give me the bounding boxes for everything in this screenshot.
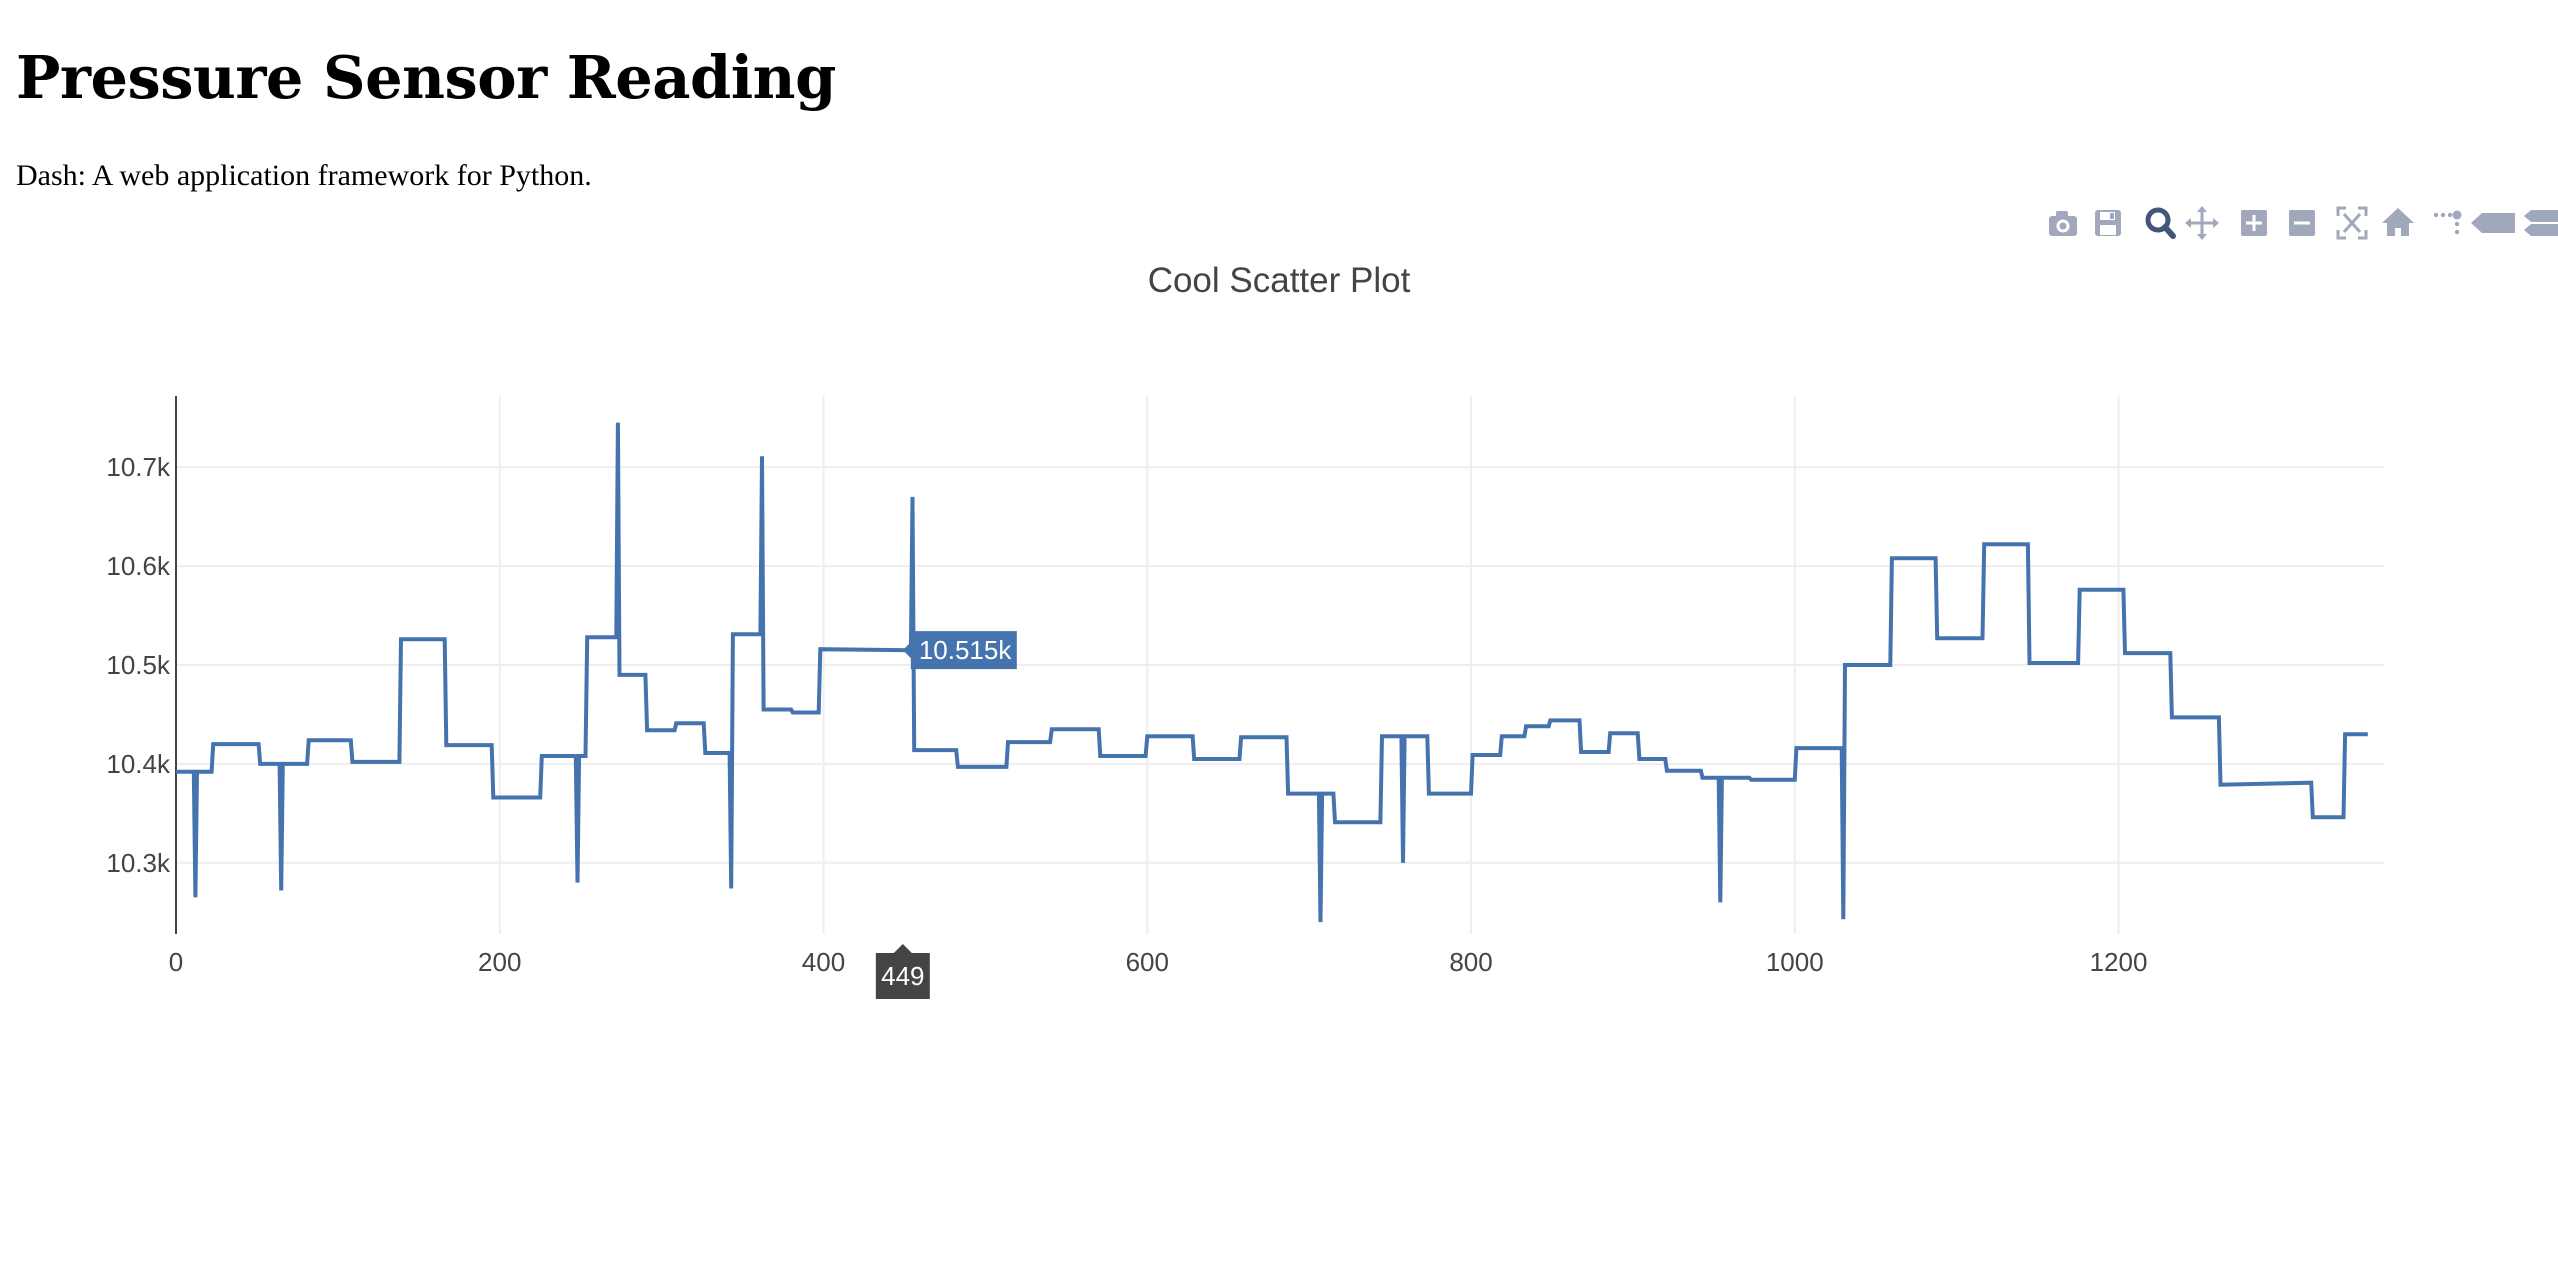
y-axis-ticks: 10.3k 10.4k 10.5k 10.6k 10.7k [106, 452, 171, 878]
y-tick-label: 10.3k [106, 848, 171, 878]
plot-area[interactable]: Cool Scatter Plot 10.3k 10.4k 10.5k 10.6k 10… [0, 248, 2558, 1008]
camera-icon[interactable] [2042, 200, 2082, 246]
x-tick-label: 200 [478, 947, 521, 977]
x-tick-label: 600 [1126, 947, 1169, 977]
hover-x-text: 449 [881, 961, 924, 991]
y-tick-label: 10.6k [106, 551, 171, 581]
autoscale-icon[interactable] [2332, 200, 2372, 246]
zoom-out-icon[interactable] [2282, 200, 2322, 246]
hover-y-box [902, 631, 1017, 670]
hover-closest-icon[interactable] [2468, 200, 2518, 246]
spike-lines-icon[interactable] [2428, 200, 2468, 246]
y-tick-label: 10.5k [106, 650, 171, 680]
hover-compare-icon[interactable] [2522, 200, 2558, 246]
series-line [176, 422, 2368, 923]
x-tick-label: 400 [802, 947, 845, 977]
y-tick-label: 10.7k [106, 452, 171, 482]
pan-icon[interactable] [2182, 200, 2222, 246]
page-subtitle: Dash: A web application framework for Py… [16, 159, 592, 192]
x-tick-label: 1200 [2090, 947, 2148, 977]
x-tick-label: 0 [169, 947, 183, 977]
chart-svg: Cool Scatter Plot 10.3k10.4k10.5k10.6k10… [106, 261, 2384, 999]
save-icon[interactable] [2086, 200, 2126, 246]
y-gridlines [176, 466, 2384, 864]
x-tick-label: 1000 [1766, 947, 1824, 977]
x-axis-ticks: 0 200 400 600 800 1000 1200 [169, 947, 2148, 977]
y-tick-label: 10.4k [106, 749, 171, 779]
reset-axes-icon[interactable] [2378, 200, 2418, 246]
zoom-icon[interactable] [2140, 200, 2180, 246]
hover-y-label: 10.515k [902, 631, 1017, 670]
x-gridlines [498, 396, 2120, 934]
chart-title: Cool Scatter Plot [1148, 261, 1411, 300]
page-title: Pressure Sensor Reading [16, 43, 836, 112]
hover-x-box [875, 944, 930, 999]
zoom-in-icon[interactable] [2234, 200, 2274, 246]
modebar [1858, 200, 2558, 246]
x-tick-label: 800 [1449, 947, 1492, 977]
hover-x-label: 449 [875, 944, 930, 999]
hover-y-text: 10.515k [919, 635, 1013, 665]
